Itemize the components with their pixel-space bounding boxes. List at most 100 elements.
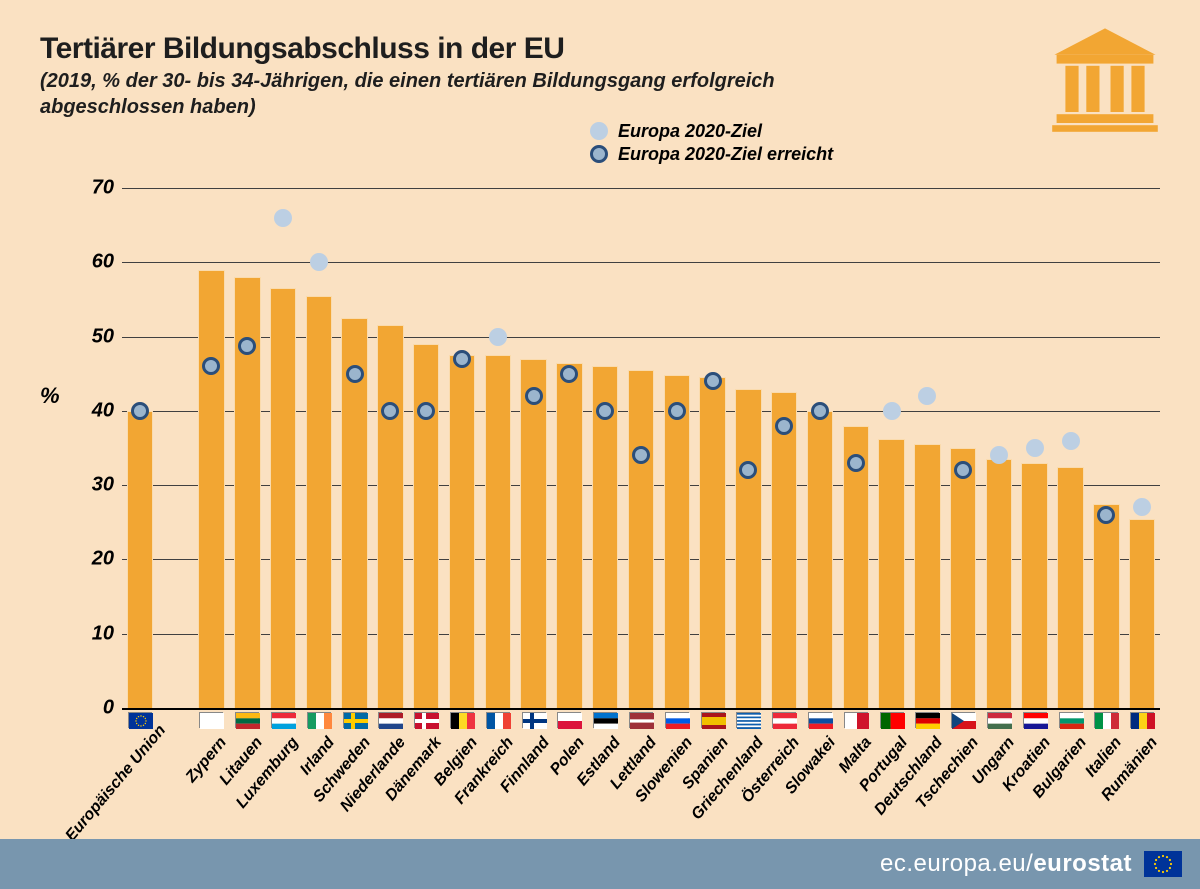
- eu-flag-icon: [1144, 851, 1182, 877]
- flag-icon: [844, 712, 868, 728]
- target-marker: [381, 402, 399, 420]
- flag-icon: [1023, 712, 1047, 728]
- bar: [986, 459, 1012, 708]
- flag-icon: [271, 712, 295, 728]
- flag-icon: [414, 712, 438, 728]
- bar: [198, 270, 224, 708]
- bar: [914, 444, 940, 708]
- bar: [735, 389, 761, 708]
- flag-icon: [307, 712, 331, 728]
- flag-icon: [629, 712, 653, 728]
- target-marker: [525, 387, 543, 405]
- flag-icon: [450, 712, 474, 728]
- y-tick-label: 70: [78, 177, 122, 200]
- gridline: [122, 262, 1160, 263]
- legend-reached: Europa 2020-Ziel erreicht: [590, 143, 833, 166]
- target-marker: [202, 357, 220, 375]
- target-marker: [632, 446, 650, 464]
- chart-subtitle: (2019, % der 30- bis 34-Jährigen, die ei…: [40, 68, 820, 120]
- target-marker: [811, 402, 829, 420]
- bar: [1057, 467, 1083, 708]
- chart-title: Tertiärer Bildungsabschluss in der EU: [40, 32, 1160, 66]
- plot-area: 010203040506070Europäische UnionZypernLi…: [122, 188, 1160, 708]
- footer-url-prefix: ec.europa.eu/: [880, 850, 1033, 877]
- bar: [1021, 463, 1047, 708]
- flag-icon: [772, 712, 796, 728]
- footer: ec.europa.eu/eurostat: [0, 839, 1200, 889]
- target-marker: [489, 328, 507, 346]
- bar: [950, 448, 976, 708]
- legend-target-label: Europa 2020-Ziel: [618, 120, 762, 143]
- target-marker: [775, 417, 793, 435]
- target-marker: [847, 454, 865, 472]
- bar: [664, 375, 690, 708]
- flag-icon: [665, 712, 689, 728]
- flag-icon: [1094, 712, 1118, 728]
- legend-target-dot: [590, 122, 608, 140]
- target-marker: [310, 253, 328, 271]
- flag-icon: [701, 712, 725, 728]
- bar: [1093, 504, 1119, 708]
- bar: [878, 439, 904, 708]
- bar: [449, 355, 475, 708]
- bar: [127, 411, 153, 708]
- bar: [306, 296, 332, 708]
- bar: [1129, 519, 1155, 708]
- target-marker: [668, 402, 686, 420]
- legend-target: Europa 2020-Ziel: [590, 120, 833, 143]
- gridline: [122, 188, 1160, 189]
- y-tick-label: 20: [78, 548, 122, 571]
- flag-icon: [557, 712, 581, 728]
- flag-icon: [128, 712, 152, 728]
- legend: Europa 2020-Ziel Europa 2020-Ziel erreic…: [590, 120, 833, 165]
- flag-icon: [235, 712, 259, 728]
- flag-icon: [915, 712, 939, 728]
- target-marker: [346, 365, 364, 383]
- target-marker: [596, 402, 614, 420]
- y-tick-label: 10: [78, 622, 122, 645]
- y-axis-unit: %: [40, 383, 60, 409]
- target-marker: [560, 365, 578, 383]
- legend-reached-dot: [590, 145, 608, 163]
- target-marker: [954, 461, 972, 479]
- chart: % 010203040506070Europäische UnionZypern…: [40, 178, 1160, 708]
- target-marker: [990, 446, 1008, 464]
- y-tick-label: 50: [78, 325, 122, 348]
- target-marker: [918, 387, 936, 405]
- y-tick-label: 60: [78, 251, 122, 274]
- target-marker: [704, 372, 722, 390]
- bar: [485, 355, 511, 708]
- footer-url-bold: eurostat: [1033, 850, 1132, 877]
- flag-icon: [593, 712, 617, 728]
- flag-icon: [736, 712, 760, 728]
- bar: [699, 377, 725, 708]
- target-marker: [1097, 506, 1115, 524]
- flag-icon: [1059, 712, 1083, 728]
- bar: [807, 411, 833, 708]
- flag-icon: [486, 712, 510, 728]
- target-marker: [453, 350, 471, 368]
- y-tick-label: 30: [78, 474, 122, 497]
- flag-icon: [808, 712, 832, 728]
- building-icon: [1050, 24, 1160, 139]
- target-marker: [274, 209, 292, 227]
- bar: [520, 359, 546, 708]
- flag-icon: [951, 712, 975, 728]
- target-marker: [883, 402, 901, 420]
- y-tick-label: 40: [78, 399, 122, 422]
- footer-text: ec.europa.eu/eurostat: [880, 850, 1132, 878]
- target-marker: [417, 402, 435, 420]
- flag-icon: [880, 712, 904, 728]
- bar: [377, 325, 403, 708]
- target-marker: [739, 461, 757, 479]
- flag-icon: [199, 712, 223, 728]
- target-marker: [1026, 439, 1044, 457]
- flag-icon: [522, 712, 546, 728]
- bar: [771, 392, 797, 708]
- bar: [628, 370, 654, 708]
- bar: [270, 288, 296, 708]
- flag-icon: [987, 712, 1011, 728]
- bar: [556, 363, 582, 708]
- y-tick-label: 0: [78, 697, 122, 720]
- target-marker: [238, 337, 256, 355]
